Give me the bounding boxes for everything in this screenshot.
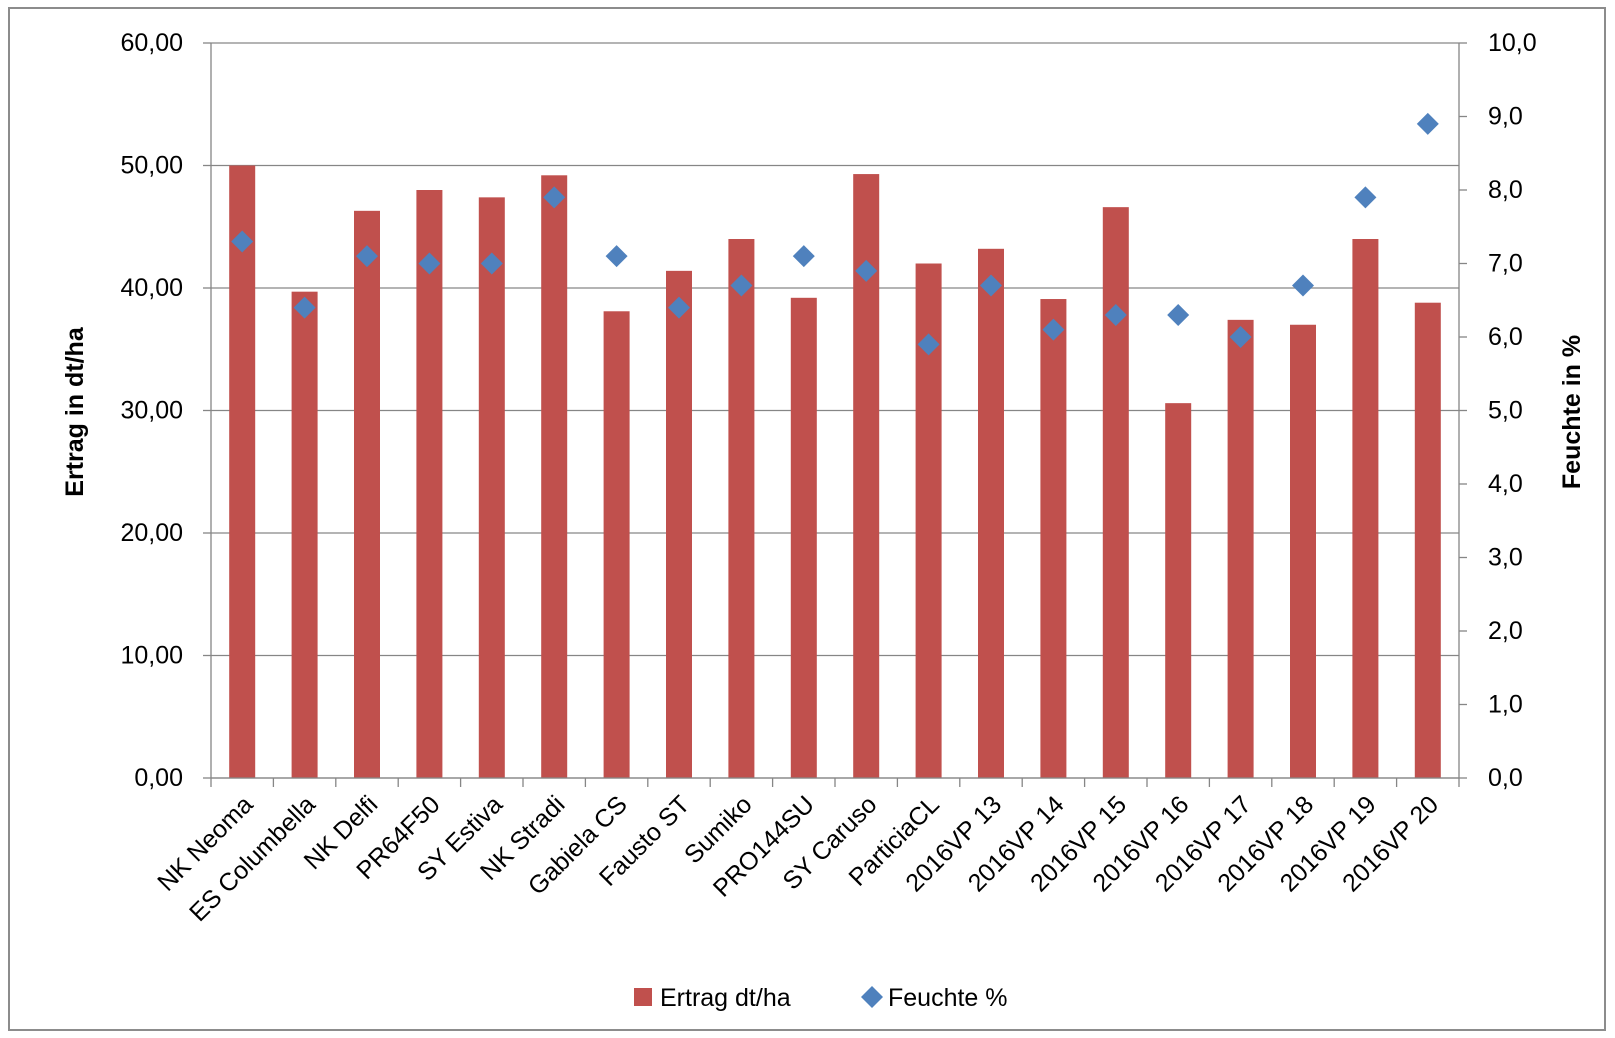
y-tick-label: 20,00 [120,519,183,547]
axes [203,42,1467,787]
legend-label-feuchte: Feuchte % [888,984,1008,1012]
point-feuchte [605,245,628,268]
y-tick-label: 60,00 [120,29,183,57]
bar-ertrag [978,248,1004,779]
legend-label-ertrag: Ertrag dt/ha [660,984,791,1012]
bar-ertrag [1102,207,1129,778]
point-feuchte [855,259,878,282]
point-feuchte [917,333,940,356]
y2-tick-label: 10,0 [1488,29,1537,57]
point-feuchte [1354,186,1377,209]
y2-tick-label: 7,0 [1488,250,1523,278]
point-feuchte [792,245,815,268]
point-feuchte [668,296,690,319]
point-feuchte [418,252,441,275]
bar-ertrag [541,175,568,779]
bar-ertrag [291,291,318,778]
point-feuchte [980,274,1002,297]
bar-series [229,165,1441,779]
y2-tick-label: 8,0 [1488,176,1523,204]
axis-labels: 0,00 10,00 20,00 30,00 40,00 50,00 60,00 0,0 1,0… [120,29,1536,927]
point-feuchte [1292,274,1314,297]
bar-ertrag [1290,324,1316,778]
y2-axis-title: Feuchte in % [1558,335,1586,489]
bar-ertrag [1040,299,1067,778]
y2-tick-label: 3,0 [1488,544,1523,572]
bar-ertrag [603,311,630,778]
y2-tick-label: 5,0 [1488,397,1523,425]
bar-ertrag [666,270,692,778]
bar-ertrag [1414,302,1441,778]
y2-tick-label: 6,0 [1488,323,1523,351]
point-feuchte [293,296,316,319]
point-feuchte [356,245,378,268]
y2-tick-label: 0,0 [1488,764,1523,792]
gridlines [211,42,1459,779]
point-feuchte [1104,303,1127,326]
bar-ertrag [1165,403,1192,778]
y-tick-label: 40,00 [120,274,183,302]
point-feuchte [543,186,566,209]
point-feuchte [1167,303,1190,326]
point-feuchte [480,252,503,275]
point-feuchte [1229,326,1252,348]
bar-ertrag [478,197,505,779]
y-tick-label: 30,00 [120,397,183,425]
bar-ertrag [728,239,755,778]
y-tick-label: 0,00 [134,764,183,792]
y2-tick-label: 1,0 [1488,691,1523,719]
point-feuchte [1042,318,1065,341]
y-axis-title: Ertrag in dt/ha [61,326,89,497]
y-tick-label: 50,00 [120,152,183,180]
bar-ertrag [790,297,817,778]
y2-tick-label: 9,0 [1488,103,1523,131]
bar-ertrag [354,210,380,778]
point-feuchte [730,274,753,297]
legend: Ertrag dt/ha Feuchte % [634,984,1008,1012]
bar-ertrag [1227,319,1254,778]
y-tick-label: 10,00 [120,642,183,670]
legend-swatch-ertrag [634,988,652,1006]
point-feuchte [1416,112,1439,135]
marker-series [231,112,1439,356]
y2-tick-label: 4,0 [1488,470,1523,498]
bar-ertrag [1352,239,1379,778]
bar-ertrag [229,165,256,778]
point-feuchte [231,230,254,253]
bar-ertrag [416,190,443,778]
y2-tick-label: 2,0 [1488,617,1523,645]
legend-swatch-feuchte [861,986,883,1008]
